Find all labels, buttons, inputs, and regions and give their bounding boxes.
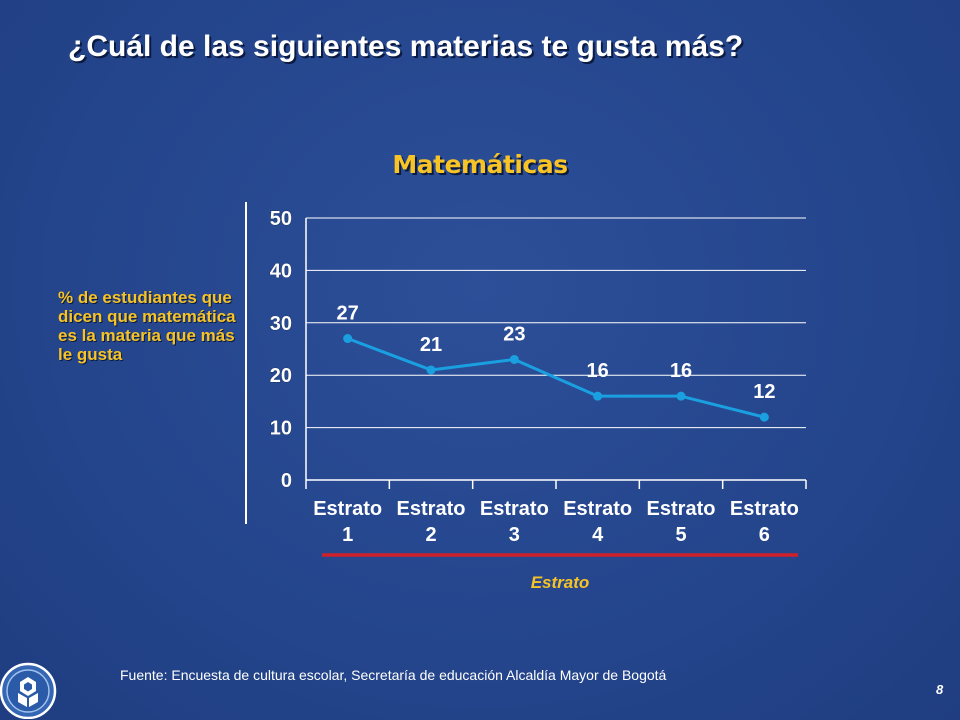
- axes: [245, 202, 807, 557]
- x-tick-label-line: Estrato: [397, 498, 466, 520]
- x-tick-label-line: Estrato: [563, 498, 632, 520]
- x-tick-label: Estrato 5: [647, 498, 716, 546]
- data-label: 23: [503, 323, 525, 345]
- x-tick-label: Estrato 6: [730, 498, 799, 546]
- slide-title: ¿Cuál de las siguientes materias te gust…: [68, 30, 744, 63]
- y-tick-label: 20: [270, 365, 292, 387]
- x-tick-label-line: 6: [759, 524, 770, 546]
- data-label: 16: [670, 360, 692, 382]
- x-tick-label-line: Estrato: [647, 498, 716, 520]
- data-label: 16: [587, 360, 609, 382]
- x-tick-label-line: 5: [675, 524, 686, 546]
- page-number: 8: [936, 682, 944, 697]
- data-label: 21: [420, 334, 442, 356]
- data-labels: 27 21 23 16 16 12: [337, 303, 776, 404]
- source-note: Fuente: Encuesta de cultura escolar, Sec…: [120, 667, 667, 683]
- data-point: [593, 391, 603, 401]
- series-line: [343, 334, 769, 422]
- x-tick-label-line: 4: [592, 524, 604, 546]
- y-tick-label: 10: [270, 418, 292, 440]
- data-point: [426, 365, 436, 375]
- data-point: [676, 391, 686, 401]
- y-tick-label: 0: [281, 470, 292, 492]
- data-label: 27: [337, 303, 359, 325]
- y-tick-label: 30: [270, 313, 292, 335]
- x-tick-label-line: Estrato: [480, 498, 549, 520]
- x-axis-label: Estrato: [530, 573, 590, 592]
- data-label: 12: [753, 381, 775, 403]
- series-line-path: [347, 337, 765, 419]
- flower-emblem-icon: [0, 662, 57, 719]
- chart-title: Matemáticas: [392, 150, 568, 179]
- x-tick-label-line: 3: [509, 524, 520, 546]
- y-axis-label: % de estudiantes que dicen que matemátic…: [58, 288, 236, 364]
- x-tick-label-line: Estrato: [730, 498, 799, 520]
- data-point: [759, 412, 769, 422]
- x-tick-label-line: 1: [342, 524, 353, 546]
- y-tick-label: 40: [270, 260, 292, 282]
- x-tick-label: Estrato 4: [563, 498, 632, 546]
- x-tick-label: Estrato 2: [397, 498, 466, 546]
- x-tick-label-line: 2: [425, 524, 436, 546]
- x-tick-label-line: Estrato: [313, 498, 382, 520]
- gridlines: [306, 217, 806, 429]
- data-point: [509, 354, 519, 364]
- data-point: [343, 334, 353, 344]
- x-tick-label: Estrato 1: [313, 498, 382, 546]
- y-tick-label: 50: [270, 208, 292, 230]
- x-tick-label: Estrato 3: [480, 498, 549, 546]
